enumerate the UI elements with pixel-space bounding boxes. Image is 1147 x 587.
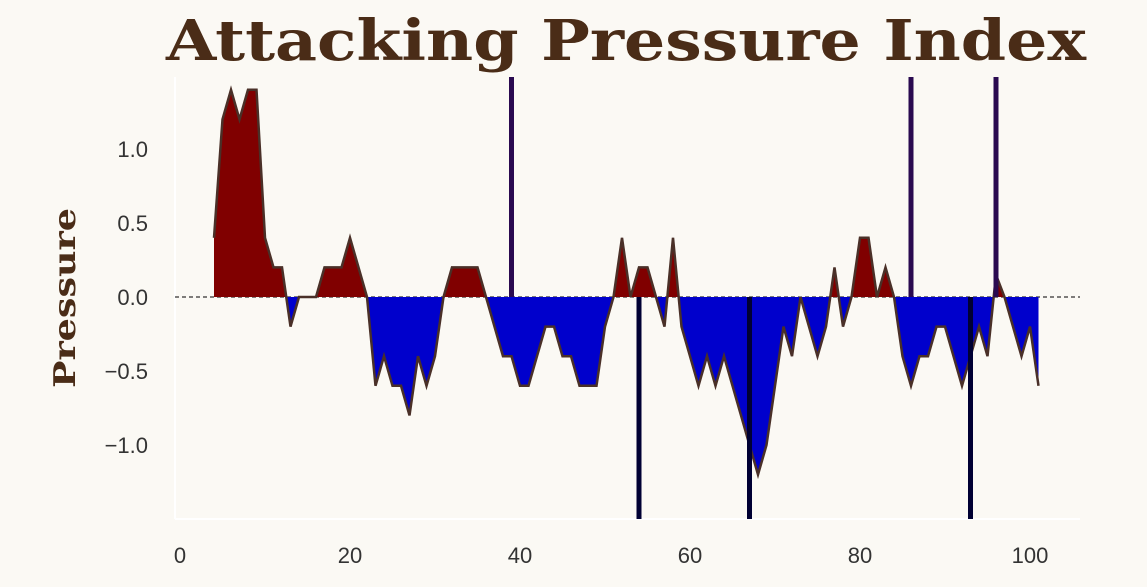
y-axis-label: Pressure bbox=[48, 208, 83, 388]
positive-pressure-area bbox=[214, 89, 1039, 297]
chart-title: Attacking Pressure Index bbox=[165, 8, 1087, 74]
x-tick-label: 100 bbox=[1012, 543, 1049, 568]
y-tick-label: 0.5 bbox=[117, 211, 148, 236]
y-tick-label: 1.0 bbox=[117, 137, 148, 162]
x-tick-label: 60 bbox=[678, 543, 702, 568]
y-tick-label: 0.0 bbox=[117, 285, 148, 310]
y-tick-label: −1.0 bbox=[105, 433, 148, 458]
x-tick-label: 20 bbox=[338, 543, 362, 568]
x-tick-label: 40 bbox=[508, 543, 532, 568]
y-tick-label: −0.5 bbox=[105, 359, 148, 384]
x-tick-label: 80 bbox=[848, 543, 872, 568]
negative-pressure-area bbox=[214, 297, 1039, 475]
x-tick-label: 0 bbox=[174, 543, 186, 568]
pressure-line bbox=[212, 85, 1040, 480]
